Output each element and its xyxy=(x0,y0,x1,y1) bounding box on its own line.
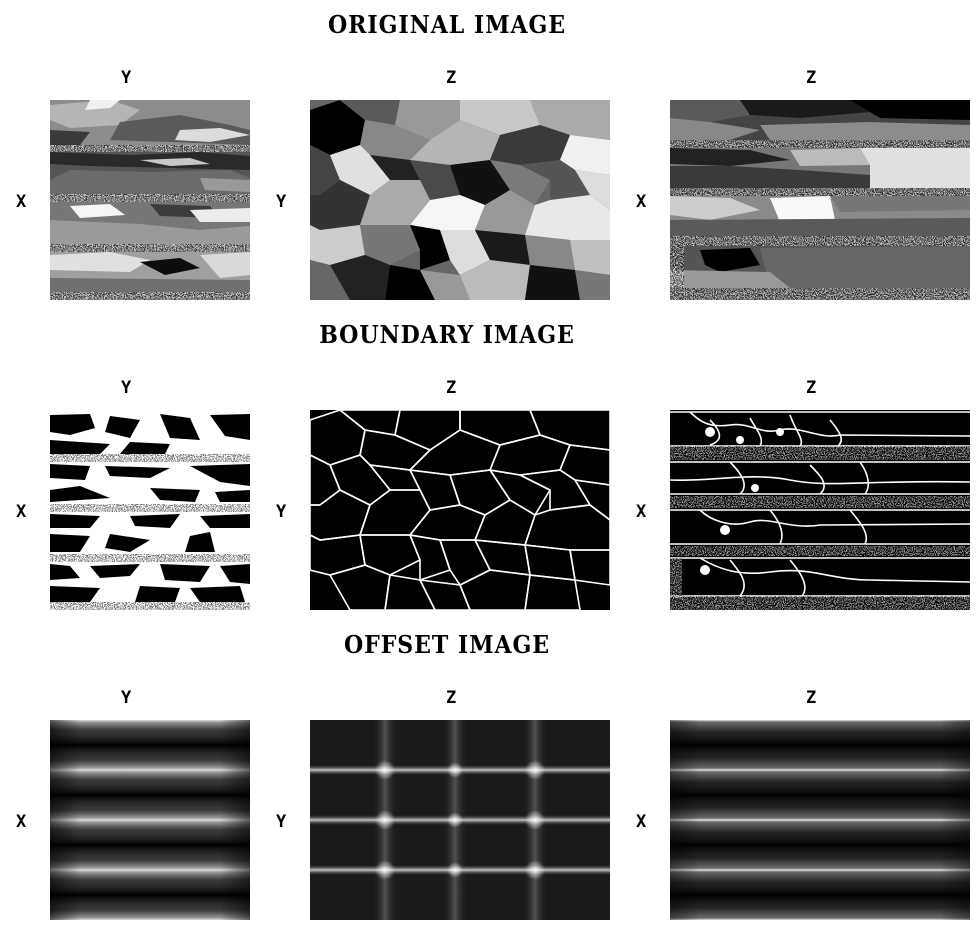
offset-panel-2-top-label: Z xyxy=(446,688,457,708)
boundary-panel-3-top-label: Z xyxy=(806,378,817,398)
offset-image-xz-panel xyxy=(670,720,970,920)
original-panel-1-side-label: X xyxy=(16,192,27,212)
original-image-xz-panel xyxy=(670,100,970,300)
offset-panel-3-top-label: Z xyxy=(806,688,817,708)
boundary-panel-2-side-label: Y xyxy=(276,502,287,522)
boundary-panel-2-top-label: Z xyxy=(446,378,457,398)
offset-image-xy-panel xyxy=(50,720,250,920)
original-panel-3-side-label: X xyxy=(636,192,647,212)
section-title-offset: OFFSET IMAGE xyxy=(343,630,551,659)
boundary-image-yz-panel xyxy=(310,410,610,610)
section-title-original: ORIGINAL IMAGE xyxy=(327,10,567,39)
offset-panel-1-top-label: Y xyxy=(121,688,132,708)
offset-panel-3-side-label: X xyxy=(636,812,647,832)
boundary-image-xz-panel xyxy=(670,410,970,610)
boundary-image-xy-panel xyxy=(50,410,250,610)
original-panel-2-side-label: Y xyxy=(276,192,287,212)
original-panel-3-top-label: Z xyxy=(806,68,817,88)
offset-panel-2-side-label: Y xyxy=(276,812,287,832)
original-panel-1-top-label: Y xyxy=(121,68,132,88)
boundary-panel-1-side-label: X xyxy=(16,502,27,522)
boundary-panel-1-top-label: Y xyxy=(121,378,132,398)
original-panel-2-top-label: Z xyxy=(446,68,457,88)
offset-image-yz-panel xyxy=(310,720,610,920)
original-image-yz-panel xyxy=(310,100,610,300)
boundary-panel-3-side-label: X xyxy=(636,502,647,522)
section-title-boundary: BOUNDARY IMAGE xyxy=(319,320,575,349)
original-image-xy-panel xyxy=(50,100,250,300)
offset-panel-1-side-label: X xyxy=(16,812,27,832)
